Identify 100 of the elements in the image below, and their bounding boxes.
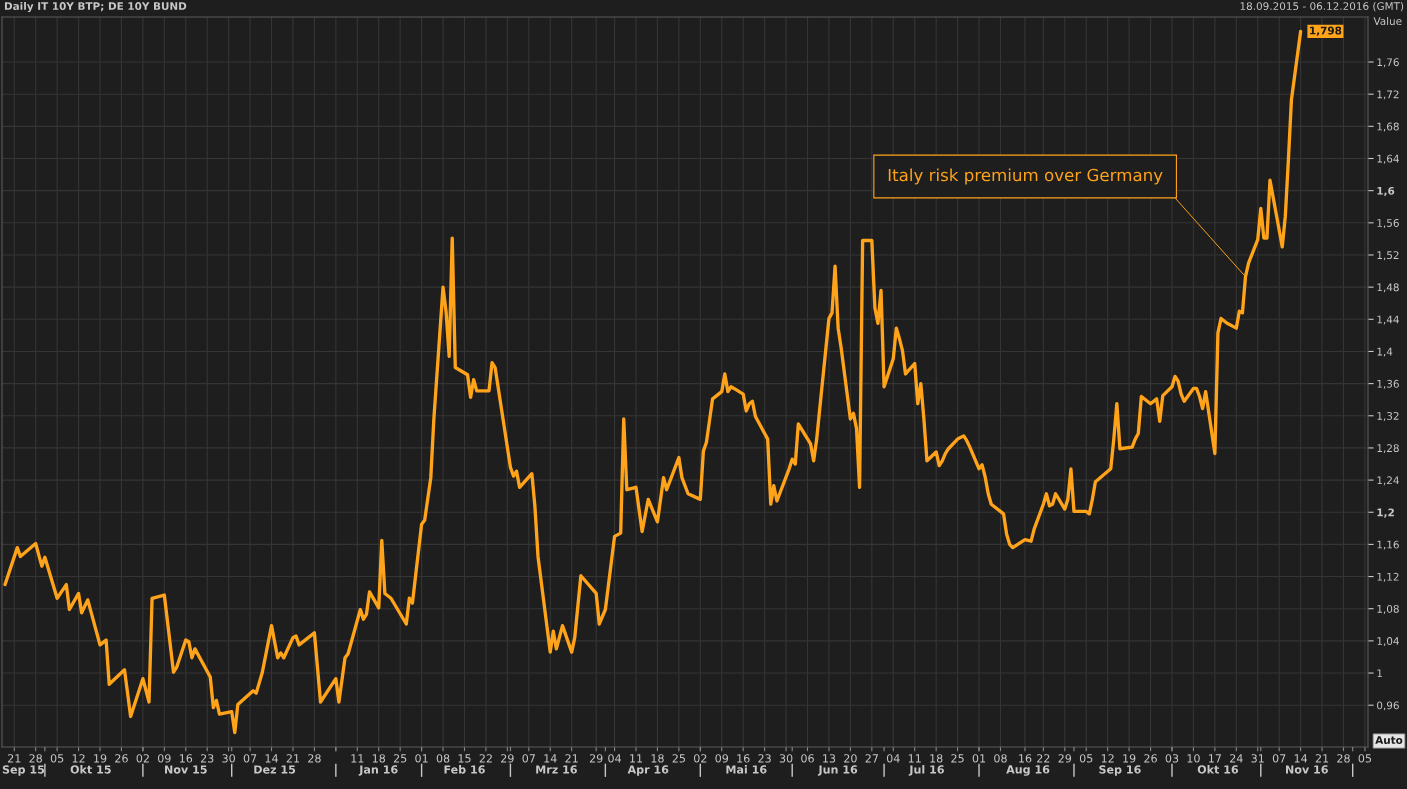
x2-tick-label: Feb 16	[444, 765, 485, 774]
x2-tick-label: Okt 15	[70, 765, 111, 774]
y-tick-label: 1,56	[1377, 219, 1399, 228]
x-tick-label: 18	[651, 754, 664, 763]
y-tick-label: 0,96	[1377, 701, 1399, 711]
x2-tick-label: Aug 16	[1006, 765, 1050, 776]
y-tick-label: 1,44	[1377, 315, 1399, 325]
x-tick-label: 06	[801, 754, 814, 763]
chart-subtitle: 18.09.2015 - 06.12.2016 (GMT)	[1240, 1, 1404, 12]
x2-tick-label: Nov 15	[165, 765, 207, 774]
x-tick-label: 17	[1209, 754, 1221, 763]
x-tick-label: 05	[50, 754, 64, 763]
x-tick-label: 18	[930, 754, 943, 763]
x2-tick-label: Apr 16	[627, 765, 669, 776]
x-tick-label: 22	[479, 754, 492, 763]
x-tick-label: 11	[351, 754, 364, 763]
x-tick-label: 21	[286, 754, 300, 763]
y-tick-label: 1,28	[1377, 444, 1399, 454]
x-tick-label: 29	[501, 754, 514, 763]
y-tick-label: 1,16	[1377, 540, 1399, 550]
x-tick-label: 05	[1358, 754, 1372, 763]
x-tick-label: 18	[372, 754, 386, 763]
y-tick-label: 1,2	[1377, 508, 1394, 518]
x2-tick-label: Jul 16	[908, 765, 944, 776]
chart-title: Daily IT 10Y BTP; DE 10Y BUND	[4, 1, 187, 13]
x2-tick-label: Jun 16	[817, 765, 858, 776]
x-tick-label: 23	[200, 754, 214, 763]
x-tick-label: 21	[8, 754, 21, 763]
x-tick-label: 05	[1079, 754, 1093, 763]
y-axis-title: Value	[1373, 17, 1402, 26]
x-tick-label: 25	[672, 754, 685, 763]
x-tick-label: 14	[265, 754, 278, 763]
y-tick-label: 1,6	[1377, 186, 1395, 197]
x-tick-label: 11	[630, 754, 643, 763]
x-tick-label: 03	[1165, 754, 1179, 763]
x-tick-label: 15	[458, 754, 471, 763]
x-tick-label: 23	[758, 754, 771, 763]
text: Auto	[1375, 736, 1403, 745]
x-tick-label: 09	[715, 754, 729, 763]
x-tick-label: 11	[908, 754, 921, 763]
y-tick-label: 1,72	[1377, 90, 1399, 100]
y-tick-label: 1,24	[1377, 476, 1399, 486]
x2-tick-label: Sep 16	[1099, 765, 1141, 776]
x-tick-label: 16	[179, 754, 193, 763]
y-tick-label: 1,4	[1377, 347, 1393, 357]
x-tick-label: 07	[522, 754, 535, 763]
y-tick-label: 1	[1377, 669, 1382, 677]
x-tick-label: 29	[1058, 754, 1072, 763]
x2-tick-label: Mai 16	[726, 765, 767, 774]
x-tick-label: 30	[779, 754, 793, 763]
y-tick-label: 1,68	[1377, 122, 1399, 132]
annotation: Italy risk premium over Germany	[888, 168, 1163, 185]
x-tick-label: 04	[886, 754, 900, 763]
y-tick-label: 1,04	[1377, 637, 1399, 647]
x-tick-label: 12	[1101, 754, 1114, 763]
x2-tick-label: Dez 15	[254, 765, 296, 774]
x-tick-label: 21	[1315, 754, 1329, 763]
x-tick-label: 16	[1019, 754, 1032, 763]
x-tick-label: 26	[1144, 754, 1157, 763]
y-tick-label: 1,12	[1377, 572, 1399, 582]
x-tick-label: 01	[415, 754, 428, 763]
x2-tick-label: Nov 16	[1286, 765, 1328, 774]
annotation: 1,798	[1310, 26, 1342, 36]
x-tick-label: 27	[865, 754, 878, 763]
x-tick-label: 26	[115, 754, 128, 763]
x-tick-label: 19	[1123, 754, 1136, 763]
y-tick-label: 1,32	[1377, 411, 1399, 421]
x-tick-label: 12	[72, 754, 85, 763]
x-tick-label: 25	[393, 754, 407, 763]
x-tick-label: 08	[994, 754, 1007, 763]
x-tick-label: 01	[972, 754, 986, 763]
x-tick-label: 07	[1272, 754, 1286, 763]
x2-tick-label: Mrz 16	[536, 765, 577, 774]
x-tick-label: 04	[608, 754, 621, 763]
x-tick-label: 25	[951, 754, 964, 763]
x-tick-label: 20	[844, 754, 857, 763]
x-tick-label: 13	[823, 754, 836, 763]
y-tick-label: 1,76	[1377, 58, 1399, 68]
x-tick-label: 28	[29, 754, 42, 763]
x-tick-label: 31	[1251, 754, 1264, 763]
x-tick-label: 02	[136, 754, 149, 763]
x-tick-label: 14	[1294, 754, 1308, 763]
x-tick-label: 09	[157, 754, 171, 763]
x-tick-label: 24	[1230, 754, 1243, 763]
x-tick-label: 30	[222, 754, 235, 763]
x-tick-label: 10	[1187, 754, 1200, 763]
x-tick-label: 07	[243, 754, 257, 763]
x2-tick-label: Sep 15	[2, 765, 45, 776]
y-tick-label: 1,64	[1377, 154, 1399, 164]
x-tick-label: 22	[1037, 754, 1050, 763]
x-tick-label: 16	[737, 754, 750, 763]
x-tick-label: 29	[589, 754, 603, 763]
line-series	[3, 29, 1303, 735]
y-tick-label: 1,36	[1377, 379, 1399, 389]
y-tick-label: 1,08	[1377, 604, 1399, 614]
x-tick-label: 08	[436, 754, 450, 763]
y-tick-label: 1,52	[1377, 251, 1399, 261]
x-tick-label: 02	[693, 754, 707, 763]
x2-tick-label: Okt 16	[1197, 765, 1239, 774]
x-tick-label: 21	[565, 754, 578, 763]
